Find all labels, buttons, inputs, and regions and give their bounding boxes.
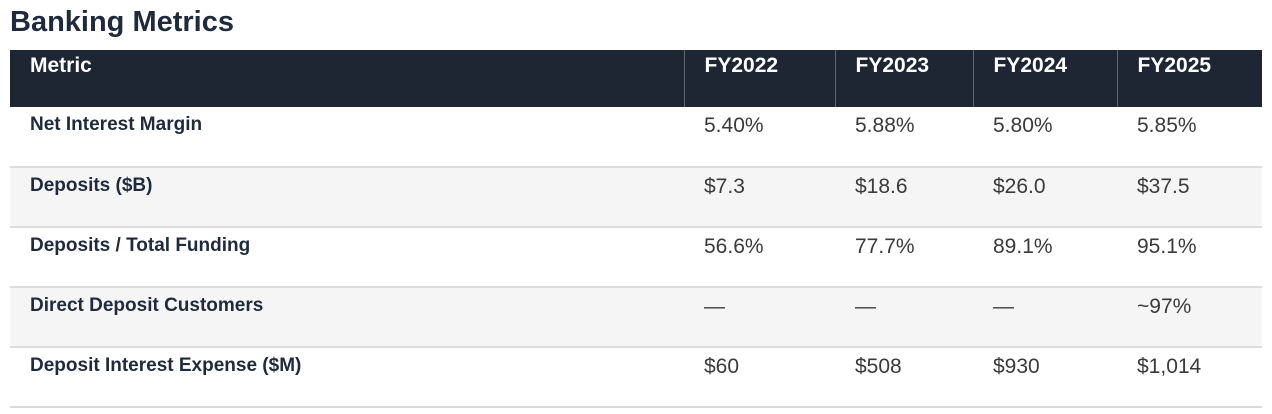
column-header-fy2023: FY2023 [834,50,973,107]
cell-value-fy2023: 77.7% [855,235,915,258]
column-header-metric: Metric [10,50,684,107]
table-row-deposit-interest-expense: Deposit Interest Expense ($M) $60 $508 $… [10,347,1262,407]
cell-value-fy2022: 56.6% [704,235,764,258]
metric-label: Deposit Interest Expense ($M) [30,355,302,376]
cell-value-fy2023: $508 [855,355,902,378]
cell-value-fy2025: ~97% [1137,295,1192,318]
table-row-net-interest-margin: Net Interest Margin 5.40% 5.88% 5.80% 5.… [10,107,1262,167]
metric-label: Net Interest Margin [30,114,203,135]
cell-value-fy2023: 5.88% [855,114,915,137]
cell-value-fy2025: 5.85% [1137,114,1197,137]
page-title: Banking Metrics [10,6,234,38]
cell-value-fy2023: — [855,295,876,318]
column-header-fy2024: FY2024 [972,50,1117,107]
metric-label: Direct Deposit Customers [30,295,264,316]
cell-value-fy2025: $37.5 [1137,175,1190,198]
metric-label: Deposits / Total Funding [30,235,251,256]
cell-value-fy2023: $18.6 [855,175,908,198]
metric-label: Deposits ($B) [30,175,153,196]
cell-value-fy2024: — [993,295,1014,318]
cell-value-fy2024: $930 [993,355,1040,378]
table-row-deposits: Deposits ($B) $7.3 $18.6 $26.0 $37.5 [10,167,1262,227]
cell-value-fy2022: $60 [704,355,740,378]
cell-value-fy2022: — [704,295,725,318]
cell-value-fy2024: 5.80% [993,114,1053,137]
cell-value-fy2022: $7.3 [704,175,745,198]
table-row-deposits-total-funding: Deposits / Total Funding 56.6% 77.7% 89.… [10,227,1262,287]
table-row-direct-deposit-customers: Direct Deposit Customers — — — ~97% [10,287,1262,347]
cell-value-fy2025: 95.1% [1137,235,1197,258]
cell-value-fy2024: $26.0 [993,175,1046,198]
column-header-fy2025: FY2025 [1116,50,1262,107]
banking-metrics-table: Metric FY2022 FY2023 FY2024 FY2025 Net I… [10,50,1262,408]
cell-value-fy2025: $1,014 [1137,355,1202,378]
column-header-fy2022: FY2022 [683,50,835,107]
table-header-row: Metric FY2022 FY2023 FY2024 FY2025 [10,50,1262,107]
cell-value-fy2024: 89.1% [993,235,1053,258]
cell-value-fy2022: 5.40% [704,114,764,137]
